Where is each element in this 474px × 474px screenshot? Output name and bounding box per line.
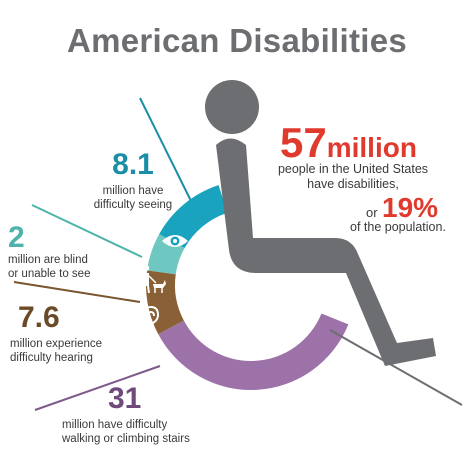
headline-or: or xyxy=(366,205,378,220)
walking-caption: million have difficulty walking or climb… xyxy=(62,418,222,446)
page-title: American Disabilities xyxy=(66,22,408,59)
hearing-caption-line-2: difficulty hearing xyxy=(10,352,93,364)
seeing-caption-line-1: million have xyxy=(102,185,164,197)
headline-line-2: have disabilities, xyxy=(307,177,399,191)
walking-pointer-line xyxy=(34,365,161,411)
blind-caption: million are blind or unable to see xyxy=(8,253,138,281)
wheelchair-footrest-line xyxy=(329,329,463,406)
headline-number: 57 xyxy=(280,119,327,166)
wheelchair-body xyxy=(216,138,436,366)
seeing-value: 8.1 xyxy=(112,148,154,181)
headline-line-1: people in the United States xyxy=(277,162,429,176)
hearing-value: 7.6 xyxy=(18,301,60,334)
seeing-caption: million have difficulty seeing xyxy=(70,184,196,212)
headline-total: 57million xyxy=(280,122,417,164)
blind-pointer-line xyxy=(31,204,143,258)
headline-description: people in the United States have disabil… xyxy=(268,162,438,192)
hearing-pointer-line xyxy=(13,281,141,303)
guide-dog-icon xyxy=(142,264,166,294)
seeing-pointer-line xyxy=(139,97,194,206)
wheelchair-head xyxy=(205,80,259,134)
headline-percent: 19% xyxy=(382,192,439,223)
blind-caption-line-2: or unable to see xyxy=(8,268,91,280)
blind-value: 2 xyxy=(8,221,25,254)
headline-unit: million xyxy=(326,132,417,163)
wheelchair-icon xyxy=(205,80,436,366)
walking-caption-line-1: million have difficulty xyxy=(62,419,168,431)
walking-cane-icon xyxy=(156,354,172,385)
ear-icon xyxy=(137,305,160,332)
headline-percent-row: or 19% xyxy=(366,194,438,222)
hearing-caption: million experience difficulty hearing xyxy=(10,337,140,365)
seeing-ring-segment xyxy=(159,185,228,249)
walking-value: 31 xyxy=(108,382,142,415)
hearing-caption-line-1: million experience xyxy=(10,338,103,350)
headline-line-3: of the population. xyxy=(350,220,446,234)
seeing-caption-line-2: difficulty seeing xyxy=(93,199,173,211)
walking-ring-segment xyxy=(158,313,349,391)
eye-icon xyxy=(162,235,188,247)
blind-caption-line-1: million are blind xyxy=(8,254,88,266)
walking-caption-line-2: walking or climbing stairs xyxy=(62,433,190,445)
